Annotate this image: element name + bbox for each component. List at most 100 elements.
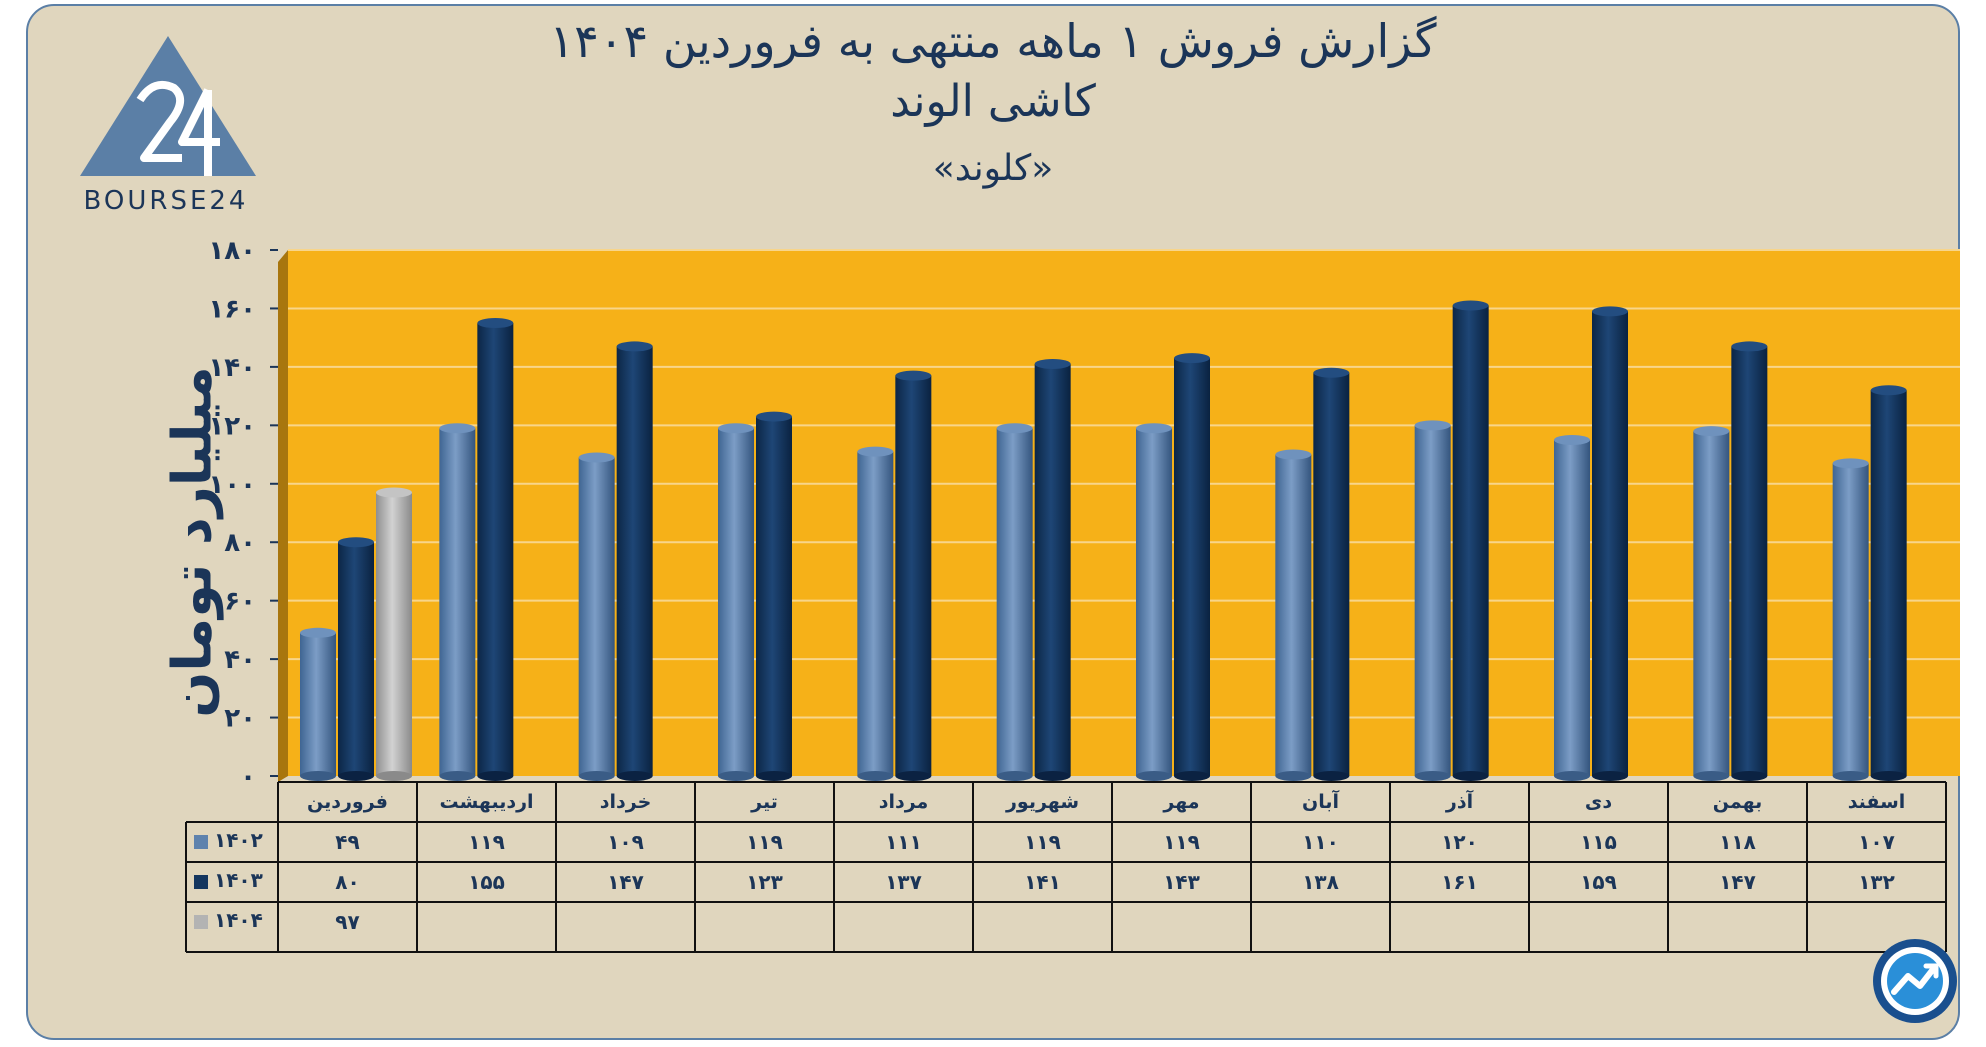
bar-۱۴۰۲-9	[1554, 439, 1590, 776]
data-label: ۱۱۰	[1302, 830, 1339, 854]
x-tick-label: شهریور	[1005, 791, 1080, 813]
bar-cap	[1452, 300, 1489, 311]
bar-۱۴۰۲-11	[1832, 463, 1869, 776]
bar-cap	[996, 423, 1033, 434]
bar-۱۴۰۲-5	[996, 428, 1033, 776]
bar-cap	[1313, 367, 1350, 378]
y-tick-label: ۸۰	[224, 528, 256, 558]
bar-cap	[1832, 458, 1869, 469]
x-tick-label: دی	[1584, 791, 1613, 813]
bar-base	[857, 771, 894, 781]
bar-base	[1313, 771, 1350, 781]
bar-base	[1870, 771, 1907, 781]
bar-base	[1136, 771, 1172, 781]
bar-base	[1832, 771, 1869, 781]
bar-base	[756, 771, 792, 781]
bar-base	[1592, 771, 1628, 781]
bar-۱۴۰۳-5	[1034, 363, 1071, 776]
data-label: ۱۱۹	[746, 830, 783, 854]
data-label: ۱۱۹	[1163, 830, 1200, 854]
legend-label: ۱۴۰۲	[214, 828, 263, 852]
bar-۱۴۰۳-1	[477, 323, 514, 776]
x-tick-label: آذر	[1445, 791, 1474, 813]
plot-side-wall	[278, 250, 288, 782]
bar-base	[376, 771, 412, 781]
bar-۱۴۰۲-2	[578, 457, 615, 776]
bourse24-logo	[80, 36, 256, 176]
bar-۱۴۰۲-7	[1275, 454, 1312, 776]
chart-title: گزارش فروش ۱ ماهه منتهی به فروردین ۱۴۰۴	[549, 14, 1437, 68]
bar-۱۴۰۲-3	[718, 428, 754, 776]
bar-۱۴۰۳-3	[756, 416, 792, 776]
legend-swatch	[194, 915, 208, 929]
bar-۱۴۰۲-10	[1693, 431, 1730, 776]
x-tick-label: بهمن	[1712, 791, 1763, 813]
x-tick-label: خرداد	[599, 791, 652, 813]
bar-base	[1693, 771, 1730, 781]
bar-cap	[477, 318, 514, 329]
bar-cap	[338, 537, 374, 548]
trend-chart-icon	[1873, 939, 1957, 1023]
bar-base	[1174, 771, 1210, 781]
y-tick-label: ۱۰۰	[208, 470, 256, 500]
bar-cap	[756, 411, 792, 422]
data-label: ۱۳۲	[1858, 870, 1895, 894]
x-tick-label: اردیبهشت	[439, 791, 534, 813]
bar-۱۴۰۳-4	[895, 375, 932, 776]
bar-base	[1554, 771, 1590, 781]
bar-cap	[1275, 449, 1312, 460]
bar-base	[1414, 771, 1451, 781]
bar-۱۴۰۳-11	[1870, 390, 1907, 776]
data-label: ۱۱۸	[1719, 830, 1756, 854]
bar-cap	[1592, 306, 1628, 317]
bar-base	[578, 771, 615, 781]
y-tick-label: ۱۲۰	[208, 411, 256, 441]
chart-symbol: «کلوند»	[932, 148, 1054, 189]
x-tick-label: مهر	[1163, 791, 1200, 813]
y-tick-label: ۱۸۰	[208, 236, 256, 266]
y-tick-label: ۲۰	[224, 704, 256, 734]
bar-base	[718, 771, 754, 781]
data-label: ۱۴۳	[1163, 870, 1200, 894]
data-label: ۱۵۵	[468, 870, 505, 894]
x-tick-label: تیر	[751, 791, 778, 813]
x-tick-label: فروردین	[307, 791, 388, 813]
data-label: ۱۲۰	[1441, 830, 1478, 854]
bar-cap	[857, 446, 894, 457]
bar-cap	[1554, 434, 1590, 445]
y-tick-label: ۱۶۰	[208, 294, 256, 324]
data-label: ۱۶۱	[1441, 870, 1478, 894]
legend-swatch	[194, 875, 208, 889]
bar-۱۴۰۳-8	[1452, 305, 1489, 776]
bar-cap	[1414, 420, 1451, 431]
bar-۱۴۰۲-0	[300, 632, 336, 776]
data-label: ۱۱۱	[885, 830, 922, 854]
data-label: ۱۱۵	[1580, 830, 1617, 854]
data-label: ۹۷	[335, 910, 360, 934]
data-label: ۱۰۹	[607, 830, 644, 854]
bar-۱۴۰۳-6	[1174, 358, 1210, 776]
x-tick-label: آبان	[1302, 791, 1339, 813]
bar-cap	[1731, 341, 1768, 352]
bar-cap	[1034, 358, 1071, 369]
data-label: ۱۳۷	[885, 870, 922, 894]
chart-subtitle: کاشی الوند	[890, 76, 1096, 127]
bar-cap	[578, 452, 615, 463]
bar-cap	[1174, 353, 1210, 364]
bar-base	[616, 771, 653, 781]
bar-۱۴۰۳-7	[1313, 372, 1350, 776]
bar-۱۴۰۲-1	[439, 428, 476, 776]
bar-base	[1731, 771, 1768, 781]
bar-base	[1034, 771, 1071, 781]
bar-۱۴۰۴-0	[376, 492, 412, 776]
data-label: ۱۵۹	[1580, 870, 1617, 894]
bar-cap	[616, 341, 653, 352]
bar-۱۴۰۳-0	[338, 542, 374, 776]
data-label: ۱۰۷	[1858, 830, 1895, 854]
bar-cap	[718, 423, 754, 434]
bar-۱۴۰۲-4	[857, 451, 894, 776]
bar-cap	[300, 627, 336, 638]
bar-base	[1275, 771, 1312, 781]
bar-base	[338, 771, 374, 781]
